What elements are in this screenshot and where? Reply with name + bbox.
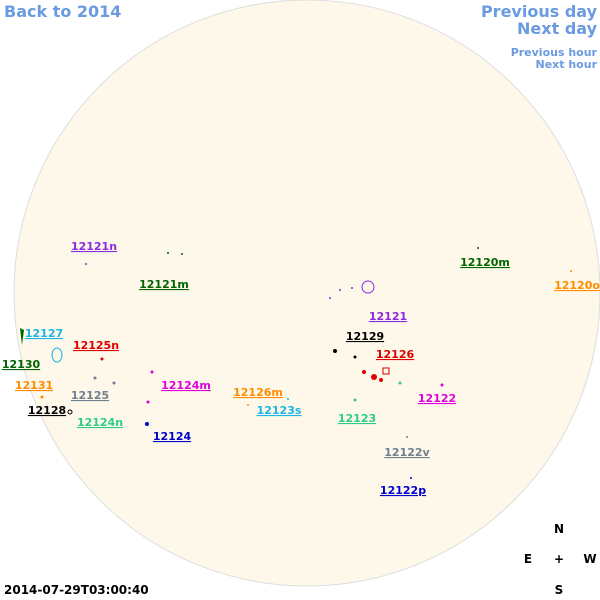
sun-disk [13,0,600,587]
group-label[interactable]: 12124m [161,379,211,392]
group-label[interactable]: 12122 [418,392,456,405]
group-label[interactable]: 12121 [369,310,407,323]
timestamp: 2014-07-29T03:00:40 [4,583,149,597]
group-label[interactable]: 12122p [380,484,426,497]
group-label[interactable]: 12126m [233,386,283,399]
group-label[interactable]: 12120m [460,256,510,269]
group-label[interactable]: 12125n [73,339,119,352]
group-label[interactable]: 12123 [338,412,376,425]
back-link[interactable]: Back to 2014 [4,2,121,21]
previous-hour-link[interactable]: Previous hour [511,46,598,59]
previous-day-link[interactable]: Previous day [481,2,598,21]
spot-markers [20,247,572,479]
group-label[interactable]: 12131 [15,379,53,392]
group-label[interactable]: 12124n [77,416,123,429]
group-label[interactable]: 12125 [71,389,109,402]
compass-south: S [555,583,564,597]
group-label[interactable]: 12129 [346,330,384,343]
next-day-link[interactable]: Next day [517,19,598,38]
group-label[interactable]: 12121m [139,278,189,291]
group-label[interactable]: 12130 [2,358,41,371]
compass-center: + [554,552,564,566]
compass-west: W [583,552,596,566]
group-label[interactable]: 12121n [71,240,117,253]
compass-north: N [554,522,564,536]
group-label[interactable]: 12123s [257,404,302,417]
group-label[interactable]: 12122v [384,446,430,459]
group-label[interactable]: 12126 [376,348,415,361]
group-label[interactable]: 12120o [554,279,600,292]
group-label[interactable]: 12124 [153,430,192,443]
group-label[interactable]: 12128 [28,404,66,417]
compass-east: E [524,552,532,566]
group-label[interactable]: 12127 [25,327,63,340]
next-hour-link[interactable]: Next hour [536,58,598,71]
